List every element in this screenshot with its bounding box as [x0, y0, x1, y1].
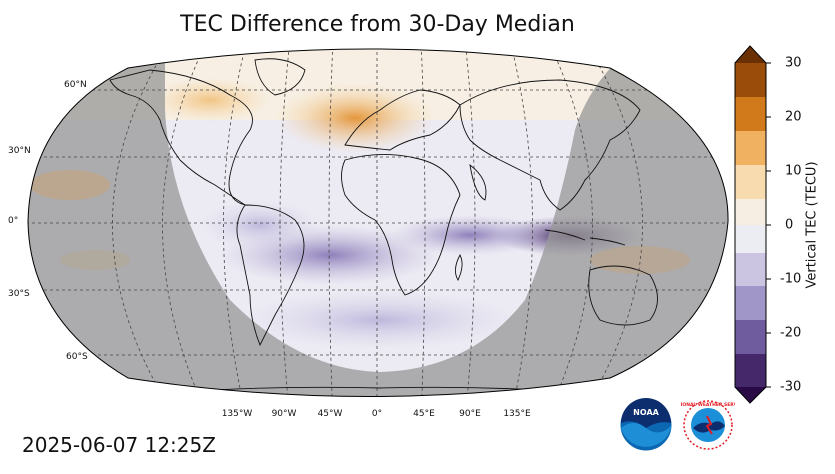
lon-label-90w: 90°W	[271, 409, 297, 419]
lon-label-0: 0°	[371, 409, 383, 419]
lon-label-45e: 45°E	[413, 409, 435, 419]
noaa-logo: NOAA	[619, 398, 673, 452]
lat-label-30n: 30°N	[8, 146, 31, 156]
lon-label-90e: 90°E	[459, 409, 481, 419]
lon-label-135w: 135°W	[221, 409, 253, 419]
colorbar-tick-10: 10	[785, 163, 802, 179]
night-shade	[28, 49, 729, 397]
timestamp: 2025-06-07 12:25Z	[22, 433, 216, 457]
colorbar-tick-neg30: -30	[780, 379, 802, 395]
colorbar-axis-label: Vertical TEC (TECU)	[804, 161, 820, 289]
colorbar-max-extend	[735, 46, 766, 63]
negative-anomaly-south	[240, 290, 520, 350]
colorbar-min-extend	[735, 387, 766, 403]
globe	[28, 49, 729, 397]
colorbar-tick-0: 0	[785, 217, 794, 233]
nws-logo: NATIONAL WEATHER SERVICE	[681, 399, 735, 451]
noaa-logo-text: NOAA	[633, 408, 659, 417]
lon-label-135e: 135°E	[503, 409, 531, 419]
positive-anomaly-europe	[275, 83, 435, 153]
lat-label-30s: 30°S	[8, 289, 30, 299]
negative-anomaly-south-america	[200, 200, 320, 250]
positive-anomaly-atlantic	[150, 78, 270, 122]
graticule	[28, 49, 729, 397]
lat-label-60s: 60°S	[66, 352, 88, 362]
globe-outline	[27, 48, 729, 397]
map-title: TEC Difference from 30-Day Median	[180, 12, 575, 37]
nws-logo-text: NATIONAL WEATHER SERVICE	[681, 402, 735, 408]
lon-label-45w: 45°W	[317, 409, 343, 419]
colorbar-tick-30: 30	[785, 55, 802, 71]
colorbar	[734, 45, 771, 404]
colorbar-tick-20: 20	[785, 109, 802, 125]
colorbar-tick-neg20: -20	[780, 325, 802, 341]
negative-anomaly-indian-ocean	[390, 215, 550, 255]
lat-label-equator: 0°	[8, 216, 19, 226]
lat-label-60n: 60°N	[64, 80, 87, 90]
colorbar-tick-neg10: -10	[780, 271, 802, 287]
